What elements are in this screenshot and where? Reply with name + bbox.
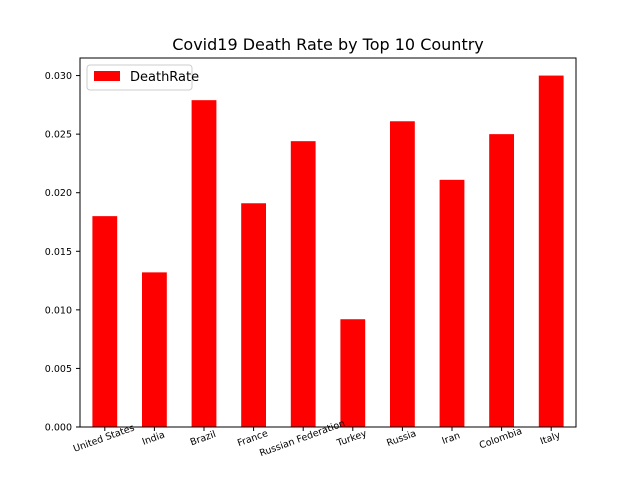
bars-group — [92, 75, 564, 428]
bar-turkey — [340, 319, 366, 427]
bar-iran — [439, 179, 465, 427]
x-tick-label: Brazil — [189, 429, 218, 448]
x-tick-label: Iran — [441, 430, 462, 447]
plot-area-frame — [79, 57, 577, 428]
bar-india — [142, 272, 167, 427]
x-tick-label: Colombia — [478, 426, 524, 452]
y-tick-label: 0.005 — [45, 364, 72, 375]
bar-france — [241, 203, 266, 427]
y-tick-label: 0.010 — [45, 305, 72, 316]
x-tick-label: Russia — [385, 428, 417, 449]
bar-russian-federation — [290, 141, 316, 428]
bar-italy — [538, 75, 564, 427]
y-tick-label: 0.000 — [45, 423, 72, 434]
y-tick-label: 0.020 — [45, 188, 72, 199]
bar-colombia — [489, 134, 514, 427]
chart-title: Covid19 Death Rate by Top 10 Country — [172, 35, 484, 54]
x-tick-label: Italy — [539, 430, 562, 448]
x-tick-label: Turkey — [335, 428, 369, 449]
bar-russia — [390, 121, 415, 427]
x-tick-label: India — [141, 429, 167, 447]
y-tick-label: 0.025 — [45, 130, 72, 141]
legend-label: DeathRate — [130, 70, 199, 85]
bar-united-states — [92, 216, 118, 427]
legend-swatch — [94, 71, 120, 81]
bar-brazil — [191, 100, 217, 428]
legend: DeathRate — [86, 64, 199, 91]
y-tick-label: 0.015 — [45, 247, 72, 258]
y-tick-label: 0.030 — [45, 71, 72, 82]
y-axis-ticks: 0.000 0.005 0.010 0.015 0.020 0.025 0.030 — [45, 71, 80, 434]
